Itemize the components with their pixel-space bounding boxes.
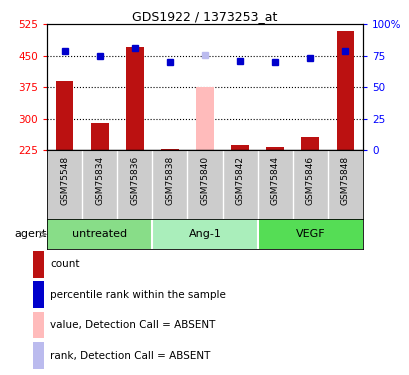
Text: count: count xyxy=(50,259,80,269)
Text: GSM75840: GSM75840 xyxy=(200,156,209,205)
FancyBboxPatch shape xyxy=(33,342,44,369)
Text: GSM75844: GSM75844 xyxy=(270,156,279,204)
Text: agent: agent xyxy=(14,230,46,239)
Bar xyxy=(257,219,362,249)
Bar xyxy=(266,147,283,150)
Text: percentile rank within the sample: percentile rank within the sample xyxy=(50,290,226,300)
Text: Ang-1: Ang-1 xyxy=(188,230,221,239)
Text: GSM75548: GSM75548 xyxy=(60,156,69,205)
Bar xyxy=(126,47,143,150)
FancyBboxPatch shape xyxy=(33,251,44,278)
Title: GDS1922 / 1373253_at: GDS1922 / 1373253_at xyxy=(132,10,277,23)
Text: GSM75846: GSM75846 xyxy=(305,156,314,205)
FancyBboxPatch shape xyxy=(33,281,44,308)
Bar xyxy=(161,149,178,150)
Bar xyxy=(336,31,353,150)
FancyBboxPatch shape xyxy=(33,312,44,338)
Text: GSM75848: GSM75848 xyxy=(340,156,349,205)
Text: rank, Detection Call = ABSENT: rank, Detection Call = ABSENT xyxy=(50,351,210,360)
Text: GSM75842: GSM75842 xyxy=(235,156,244,204)
Bar xyxy=(152,219,257,249)
Text: GSM75838: GSM75838 xyxy=(165,156,174,205)
Text: VEGF: VEGF xyxy=(295,230,324,239)
Text: GSM75834: GSM75834 xyxy=(95,156,104,205)
Bar xyxy=(47,219,152,249)
Text: GSM75836: GSM75836 xyxy=(130,156,139,205)
Text: untreated: untreated xyxy=(72,230,127,239)
Bar xyxy=(301,138,318,150)
Bar xyxy=(231,145,248,150)
Text: value, Detection Call = ABSENT: value, Detection Call = ABSENT xyxy=(50,320,215,330)
Bar xyxy=(56,81,73,150)
Bar xyxy=(196,87,213,150)
Bar xyxy=(91,123,108,150)
